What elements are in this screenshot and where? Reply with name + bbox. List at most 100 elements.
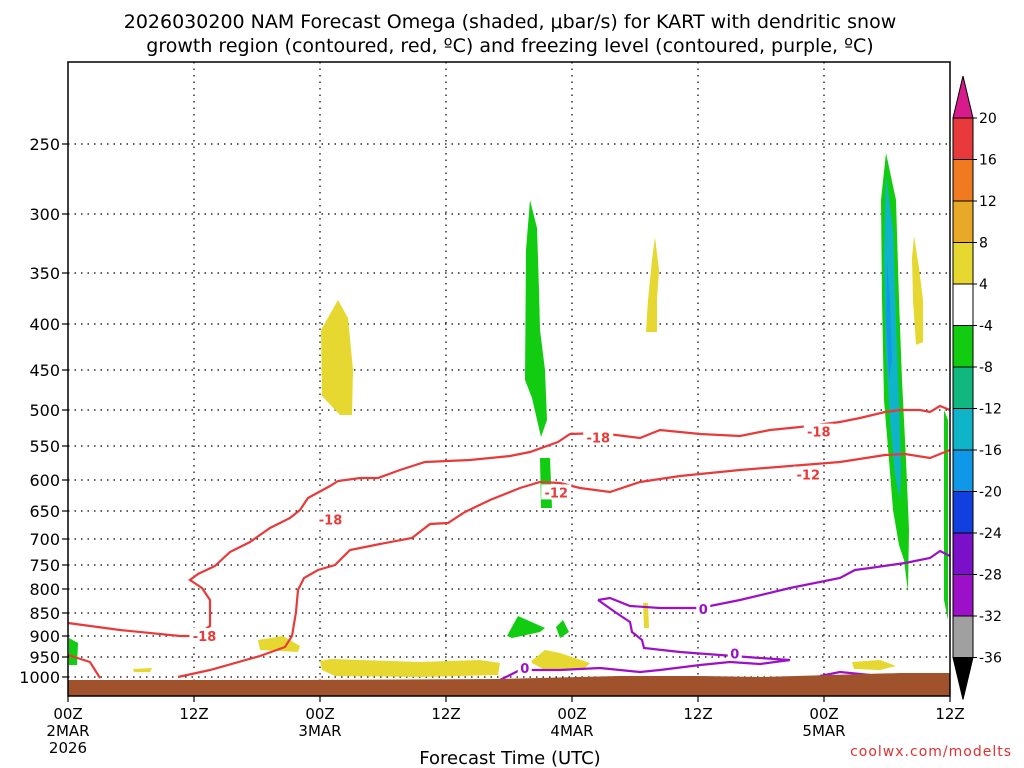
colorbar-top-arrow — [952, 75, 974, 119]
dgz_minus18-label-2: -18 — [587, 431, 611, 446]
x-tick-label-36: 12Z — [431, 705, 460, 723]
dgz_minus18-label-1: -18 — [319, 513, 343, 528]
x-tick-label-72: 00Z — [809, 705, 838, 723]
dgz-low-fragment — [67, 653, 101, 679]
dgz-minus18-contour — [67, 404, 951, 638]
omega-positive-tiny-850 — [643, 603, 649, 628]
dgz_minus18-label-bg-0 — [189, 628, 220, 643]
y-tick-label-950: 950 — [29, 648, 60, 667]
omega-negative-low-mid — [507, 616, 545, 638]
y-tick-label-500: 500 — [29, 401, 60, 420]
x-tick-label-48: 00Z — [557, 705, 586, 723]
y-tick-label-400: 400 — [29, 315, 60, 334]
y-tick-label-700: 700 — [29, 530, 60, 549]
omega-shading — [69, 153, 948, 677]
omega-negative-edge-right — [944, 410, 948, 620]
colorbar-label-0: 20 — [979, 111, 997, 127]
freezing_0-label-2: 0 — [730, 648, 739, 663]
omega-strong-negative-core — [884, 175, 901, 500]
y-tick-label-350: 350 — [29, 264, 60, 283]
x-tick-date-24: 3MAR — [298, 722, 341, 740]
dgz_minus18-label-bg-2 — [583, 429, 614, 445]
y-tick-label-600: 600 — [29, 471, 60, 490]
dgz_minus18-label-bg-3 — [803, 423, 834, 439]
x-tick-label-12: 12Z — [179, 705, 208, 723]
colorbar-bin-11 — [952, 532, 974, 575]
y-tick-label-850: 850 — [29, 604, 60, 623]
colorbar-label-9: -20 — [979, 485, 1002, 501]
y-axis-ticks: 250 300 350 400 450 500 550 600 650 700 750 800 850 9… — [19, 135, 68, 687]
omega-negative-low-mid-small — [556, 620, 569, 638]
colorbar-bin-4 — [952, 242, 974, 285]
colorbar-bottom-arrow — [952, 657, 974, 700]
y-tick-label-750: 750 — [29, 556, 60, 575]
colorbar-label-10: -24 — [979, 526, 1002, 542]
colorbar-bin-12 — [952, 574, 974, 617]
plot-frame — [67, 61, 951, 697]
colorbar-label-1: 16 — [979, 153, 997, 169]
chart-title-line1: 2026030200 NAM Forecast Omega (shaded, μ… — [124, 11, 897, 33]
dgz_minus18-label-bg-1 — [315, 511, 346, 527]
colorbar-bin-3 — [952, 200, 974, 243]
x-tick-label-60: 12Z — [683, 705, 712, 723]
omega-positive-patch-hour-56 — [646, 237, 659, 332]
colorbar-label-2: 12 — [979, 194, 997, 210]
freezing-0c-upper-contour — [597, 549, 951, 610]
dgz_minus18-label-3: -18 — [807, 426, 831, 441]
dgz_minus12-label-0: -12 — [545, 486, 569, 501]
colorbar-label-13: -36 — [979, 651, 1002, 667]
colorbar-bin-1 — [952, 117, 974, 160]
y-tick-label-250: 250 — [29, 135, 60, 154]
colorbar-label-7: -12 — [979, 402, 1002, 418]
colorbar-bin-13 — [952, 615, 974, 658]
credit-text: coolwx.com/modelts — [850, 744, 1012, 760]
y-tick-label-450: 450 — [29, 361, 60, 380]
freezing_0-label-bg-2 — [727, 645, 742, 661]
dgz-minus12-contour — [177, 448, 951, 679]
x-tick-label-24: 00Z — [305, 705, 334, 723]
colorbar-label-3: 8 — [979, 236, 988, 252]
omega-negative-patch-hour-44 — [525, 200, 547, 437]
dgz_minus12-label-1: -12 — [797, 469, 821, 484]
dgz_minus12-label-bg-1 — [793, 466, 824, 482]
x-tick-date-48: 4MAR — [550, 722, 593, 740]
colorbar-label-6: -8 — [979, 360, 993, 376]
colorbar-label-8: -16 — [979, 443, 1002, 459]
omega-positive-low-patch-right — [852, 660, 896, 670]
y-tick-label-550: 550 — [29, 437, 60, 456]
omega-positive-patch-hour-81 — [912, 236, 923, 345]
omega-core-deeper — [886, 260, 892, 380]
y-tick-label-300: 300 — [29, 205, 60, 224]
freezing_0-label-bg-1 — [696, 601, 711, 617]
x-tick-label-84: 12Z — [935, 705, 964, 723]
colorbar-label-5: -4 — [979, 319, 993, 335]
colorbar-label-4: 4 — [979, 277, 988, 293]
dgz-contours — [67, 404, 951, 679]
colorbar-label-11: -28 — [979, 568, 1002, 584]
omega-positive-low-band — [320, 659, 500, 677]
colorbar-bin-8 — [952, 408, 974, 451]
contour-labels: -18 -18 -18 -18 -12 -12 0 0 0 — [189, 423, 834, 677]
y-tick-label-900: 900 — [29, 627, 60, 646]
dgz_minus18-label-0: -18 — [193, 630, 217, 645]
freezing_0-label-0: 0 — [520, 662, 529, 677]
freezing_0-label-bg-0 — [517, 659, 532, 675]
freezing-0c-lower-contour — [499, 599, 791, 681]
y-tick-label-800: 800 — [29, 580, 60, 599]
colorbar-bin-10 — [952, 491, 974, 534]
dgz_minus12-label-bg-0 — [541, 484, 572, 500]
omega-positive-low-band-2 — [530, 650, 590, 670]
x-tick-label-0: 00Z — [53, 705, 82, 723]
colorbar-bin-2 — [952, 159, 974, 202]
ground-terrain — [68, 673, 950, 696]
colorbar-bin-9 — [952, 449, 974, 492]
chart-title-line2: growth region (contoured, red, ºC) and f… — [146, 35, 873, 57]
x-tick-date-0: 2MAR — [46, 722, 89, 740]
x-tick-date-72: 5MAR — [802, 722, 845, 740]
colorbar-bin-7 — [952, 366, 974, 409]
colorbar-bin-6 — [952, 325, 974, 368]
omega-positive-low-tiny — [133, 668, 152, 672]
colorbar: 20 16 12 8 4 -4 -8 -12 -16 -20 -24 -28 -32 -36 — [952, 75, 1002, 700]
